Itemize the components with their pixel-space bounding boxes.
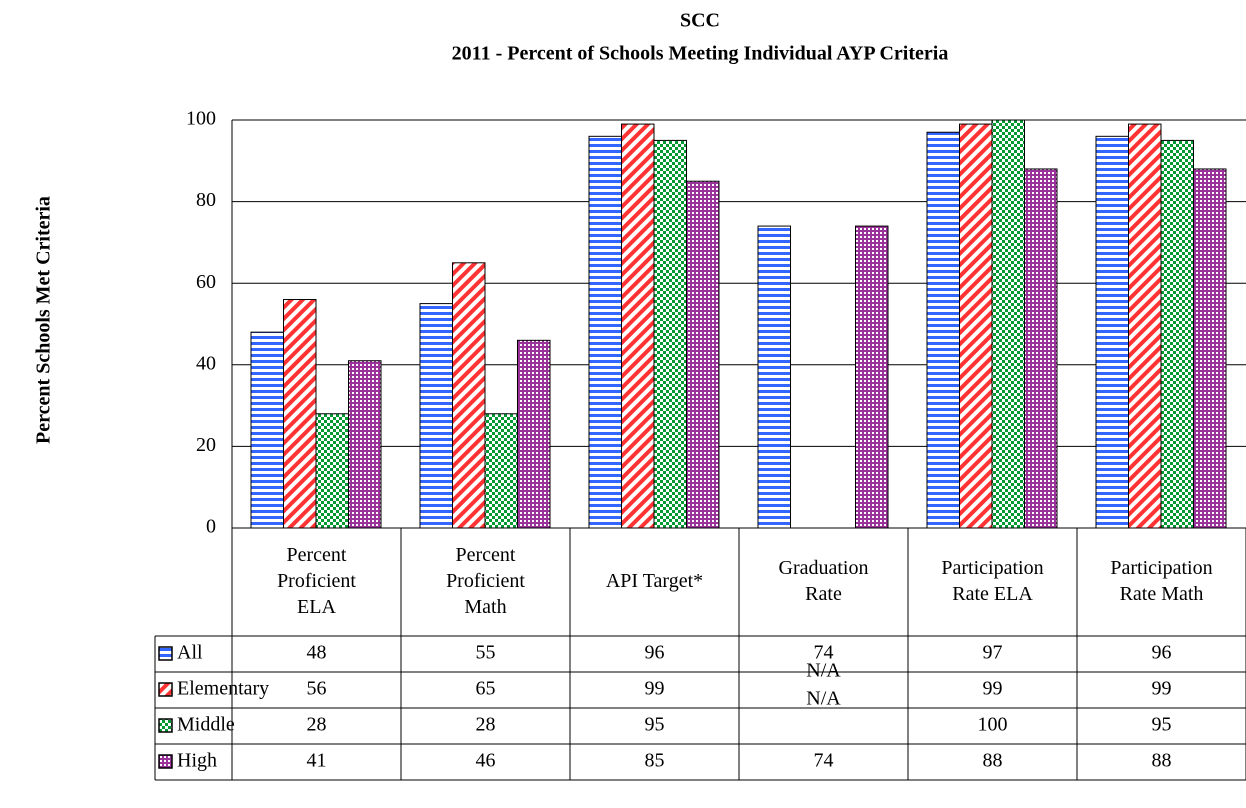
bar <box>1024 168 1058 529</box>
legend-swatch <box>158 718 173 733</box>
table-value: 95 <box>645 714 665 736</box>
bar <box>348 360 382 529</box>
category-label: API Target* <box>606 570 703 592</box>
bar <box>926 131 960 529</box>
category-label: Percent Proficient Math <box>446 544 525 618</box>
bar <box>283 299 317 529</box>
chart-title: SCC <box>680 10 720 32</box>
table-value: N/A <box>806 660 841 682</box>
legend-label: Middle <box>177 714 235 736</box>
table-value: 46 <box>476 750 496 772</box>
category-label: Percent Proficient ELA <box>277 544 356 618</box>
bar <box>991 119 1025 529</box>
bar <box>588 135 622 529</box>
table-value: 48 <box>307 642 327 664</box>
y-tick-label: 0 <box>206 516 216 538</box>
table-value: 99 <box>1152 678 1172 700</box>
bar <box>621 123 655 529</box>
bar <box>315 413 349 529</box>
legend-label: High <box>177 750 217 772</box>
bar <box>1095 135 1129 529</box>
bar <box>484 413 518 529</box>
table-value: 28 <box>476 714 496 736</box>
bar <box>1193 168 1227 529</box>
table-value: 100 <box>978 714 1008 736</box>
bar <box>419 303 453 529</box>
bar <box>1128 123 1162 529</box>
table-value: 88 <box>1152 750 1172 772</box>
y-tick-label: 40 <box>196 352 216 374</box>
bar <box>1160 139 1194 529</box>
bar <box>959 123 993 529</box>
y-tick-label: 20 <box>196 434 216 456</box>
table-value: 97 <box>983 642 1003 664</box>
bar <box>517 339 551 529</box>
bar <box>686 180 720 529</box>
table-value: 95 <box>1152 714 1172 736</box>
legend-swatch <box>158 754 173 769</box>
bar <box>757 225 791 529</box>
legend-swatch <box>158 682 173 697</box>
category-label: Participation Rate Math <box>1110 557 1212 605</box>
y-axis-title: Percent Schools Met Criteria <box>33 196 55 444</box>
bar <box>250 331 284 529</box>
table-value: 28 <box>307 714 327 736</box>
y-tick-label: 60 <box>196 271 216 293</box>
table-value: 74 <box>814 750 834 772</box>
table-value: 99 <box>983 678 1003 700</box>
bar <box>855 225 889 529</box>
table-value: N/A <box>806 688 841 710</box>
table-value: 88 <box>983 750 1003 772</box>
y-tick-label: 80 <box>196 189 216 211</box>
bar <box>653 139 687 529</box>
legend-label: Elementary <box>177 678 269 700</box>
table-value: 99 <box>645 678 665 700</box>
table-value: 41 <box>307 750 327 772</box>
category-label: Graduation Rate <box>779 557 869 605</box>
table-value: 55 <box>476 642 496 664</box>
legend-swatch <box>158 646 173 661</box>
category-label: Participation Rate ELA <box>941 557 1043 605</box>
table-value: 56 <box>307 678 327 700</box>
y-tick-label: 100 <box>186 108 216 130</box>
table-value: 85 <box>645 750 665 772</box>
chart-subtitle: 2011 - Percent of Schools Meeting Indivi… <box>452 43 949 65</box>
table-value: 74 <box>814 642 834 664</box>
table-value: 96 <box>645 642 665 664</box>
table-value: 65 <box>476 678 496 700</box>
legend-label: All <box>177 642 203 664</box>
table-value: 96 <box>1152 642 1172 664</box>
bar <box>452 262 486 529</box>
